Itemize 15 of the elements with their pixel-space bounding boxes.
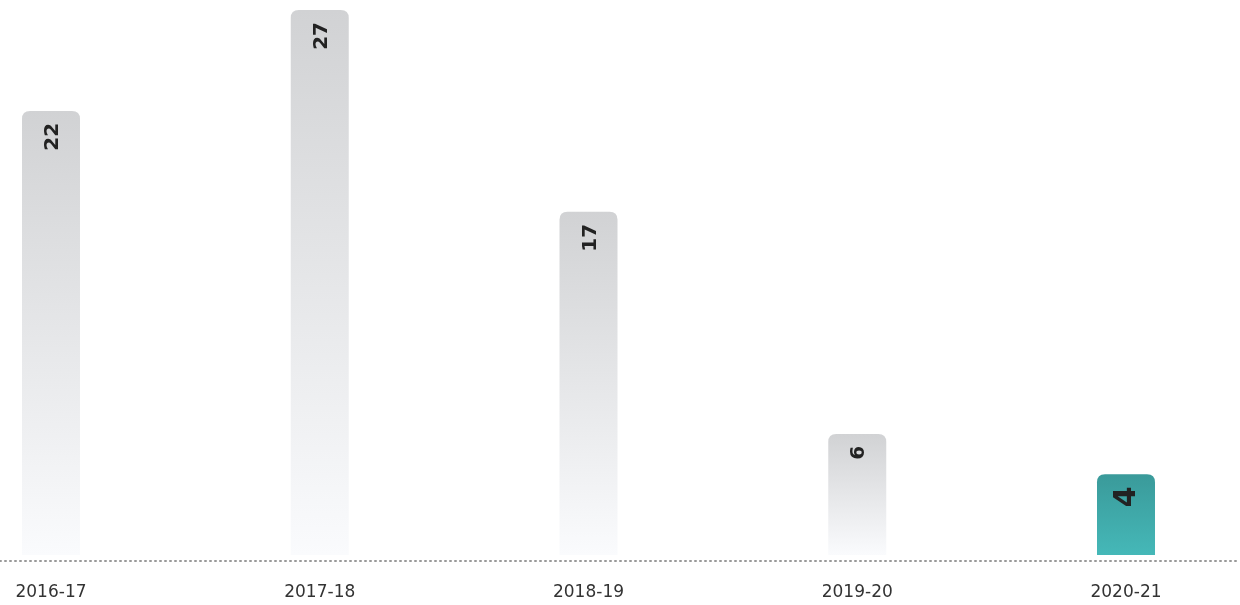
bar: [1097, 474, 1155, 555]
data-label: 27: [307, 22, 332, 50]
x-tick-label: 2018-19: [552, 581, 625, 601]
data-label: 6: [845, 445, 870, 460]
x-tick-label: 2016-17: [15, 581, 87, 601]
x-tick-label: 2020-21: [1090, 581, 1162, 601]
bar: [559, 211, 618, 555]
data-label: 22: [39, 122, 63, 151]
data-label: 17: [576, 223, 601, 252]
x-tick-label: 2017-18: [284, 581, 356, 601]
bar: [290, 10, 349, 555]
data-label: 4: [1107, 486, 1142, 508]
bar: [22, 110, 80, 555]
x-tick-label: 2019-20: [821, 581, 893, 601]
bar: [828, 433, 887, 555]
